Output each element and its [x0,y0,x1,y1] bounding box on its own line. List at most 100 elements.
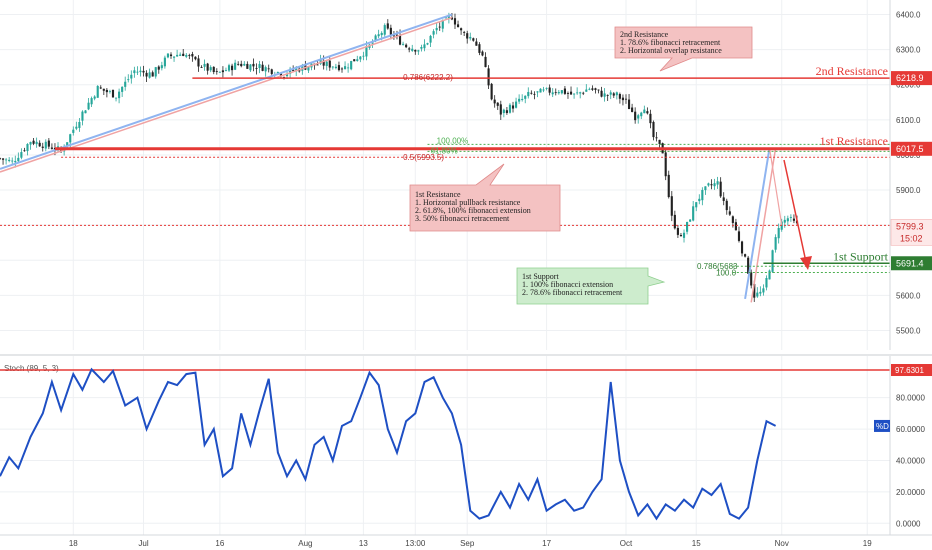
price-tick-label: 6100.0 [896,116,921,125]
candle-body [185,54,188,57]
candle [499,100,502,120]
candle [270,68,273,76]
candle [750,269,753,289]
first-support-note[interactable]: 1st Support 1. 100% fibonacci extension … [516,267,666,305]
candle [560,89,563,95]
candle-body [719,181,722,197]
candle-body [670,196,673,216]
candle-body [160,65,163,69]
candle [200,65,203,69]
candle [695,202,698,212]
candle [789,214,792,222]
fib-786-lower-label: 0.786(5683 [697,262,738,271]
candle-body [627,99,631,110]
candle-body [340,68,344,70]
candle [576,87,579,95]
candle [508,103,512,114]
candle-body [386,23,389,29]
time-tick-label: 18 [69,539,78,548]
price-tick-label: 6300.0 [896,46,921,55]
candle-body [722,197,725,201]
candle [163,55,166,69]
candle [194,56,197,61]
candle-body [347,67,350,69]
candle [218,71,221,73]
candle-body [777,227,780,239]
candle-body [81,111,84,121]
candle-body [426,43,429,45]
candle [307,66,310,73]
fib-786-upper-label: 0.786(6222.2) [403,73,453,82]
svg-text:6017.5: 6017.5 [896,144,924,154]
candle-body [615,92,618,96]
note-r2-line-1: 2nd Resistance [620,30,669,39]
time-axis[interactable]: 18 Jul 16 Aug 13 13:00 Sep 17 Oct 15 Nov 19 [0,534,932,548]
candle-body [493,99,496,104]
candle-body [142,70,145,73]
candle [264,65,267,77]
candle [139,66,142,77]
candle [353,59,356,62]
time-tick-label: 15 [692,539,701,548]
candle-body [389,27,392,35]
first-resistance-note[interactable]: 1st Resistance 1. Horizontal pullback re… [409,163,561,232]
candle [496,102,499,110]
price-tick-label: 6200.0 [896,81,921,90]
candle-body [545,87,548,89]
candle [188,53,191,60]
price-axis[interactable]: 5500.05600.05700.05800.05900.06000.06100… [889,0,932,350]
candle-body [600,90,603,97]
candle-body [264,67,267,72]
candle-body [640,112,643,117]
candle [686,221,689,235]
candle [676,224,679,238]
candle-body [673,214,676,229]
stochastic-axis-ticks: 0.0000 20.0000 40.0000 60.0000 80.0000 [889,356,925,535]
candle [350,60,353,71]
candle [734,218,737,231]
candle [627,93,631,110]
price-pane[interactable]: 0.786(6222.2) 0.5(5993.5) 100.00% 61.80%… [0,0,890,350]
candle [701,187,704,206]
candle [20,148,23,160]
candle-body [536,91,539,93]
candle [11,157,14,164]
candle-body [8,159,11,161]
candle [408,46,411,53]
candle [377,29,380,39]
candle-body [655,137,658,139]
candle-body [643,109,646,114]
candle-body [582,92,585,94]
candle-body [35,141,38,145]
candle-body [560,90,563,94]
svg-text:97.6301: 97.6301 [895,366,924,375]
candle [334,63,337,70]
candle-body [667,174,670,198]
candle-body [1,158,5,160]
candle [124,76,127,91]
candle [240,60,243,68]
candle [261,61,264,72]
candle-body [93,96,96,99]
stoch-tick-label: 80.0000 [896,394,925,403]
candle-body [402,43,405,45]
candle-body [172,56,176,58]
candle [224,67,228,72]
candle [84,110,87,114]
candle [347,63,350,73]
svg-text:5691.4: 5691.4 [896,258,924,268]
candle-body [118,91,121,99]
candle [655,132,658,142]
second-resistance-note[interactable]: 2nd Resistance 1. 78.6% fibonacci retrac… [614,26,753,72]
candle-body [392,35,395,37]
candle-body [270,69,273,74]
candle-body [197,58,200,67]
candle [713,178,716,190]
note-r1-line-4: 3. 50% fibonacci retracement [415,214,510,223]
candle-body [206,63,209,71]
candle-body [585,89,588,92]
stochastic-pane[interactable]: Stoch (89, 5, 3) 0.0000 20.0000 40.0000 60.… [0,356,932,535]
candle [50,143,53,150]
candle [585,84,588,92]
